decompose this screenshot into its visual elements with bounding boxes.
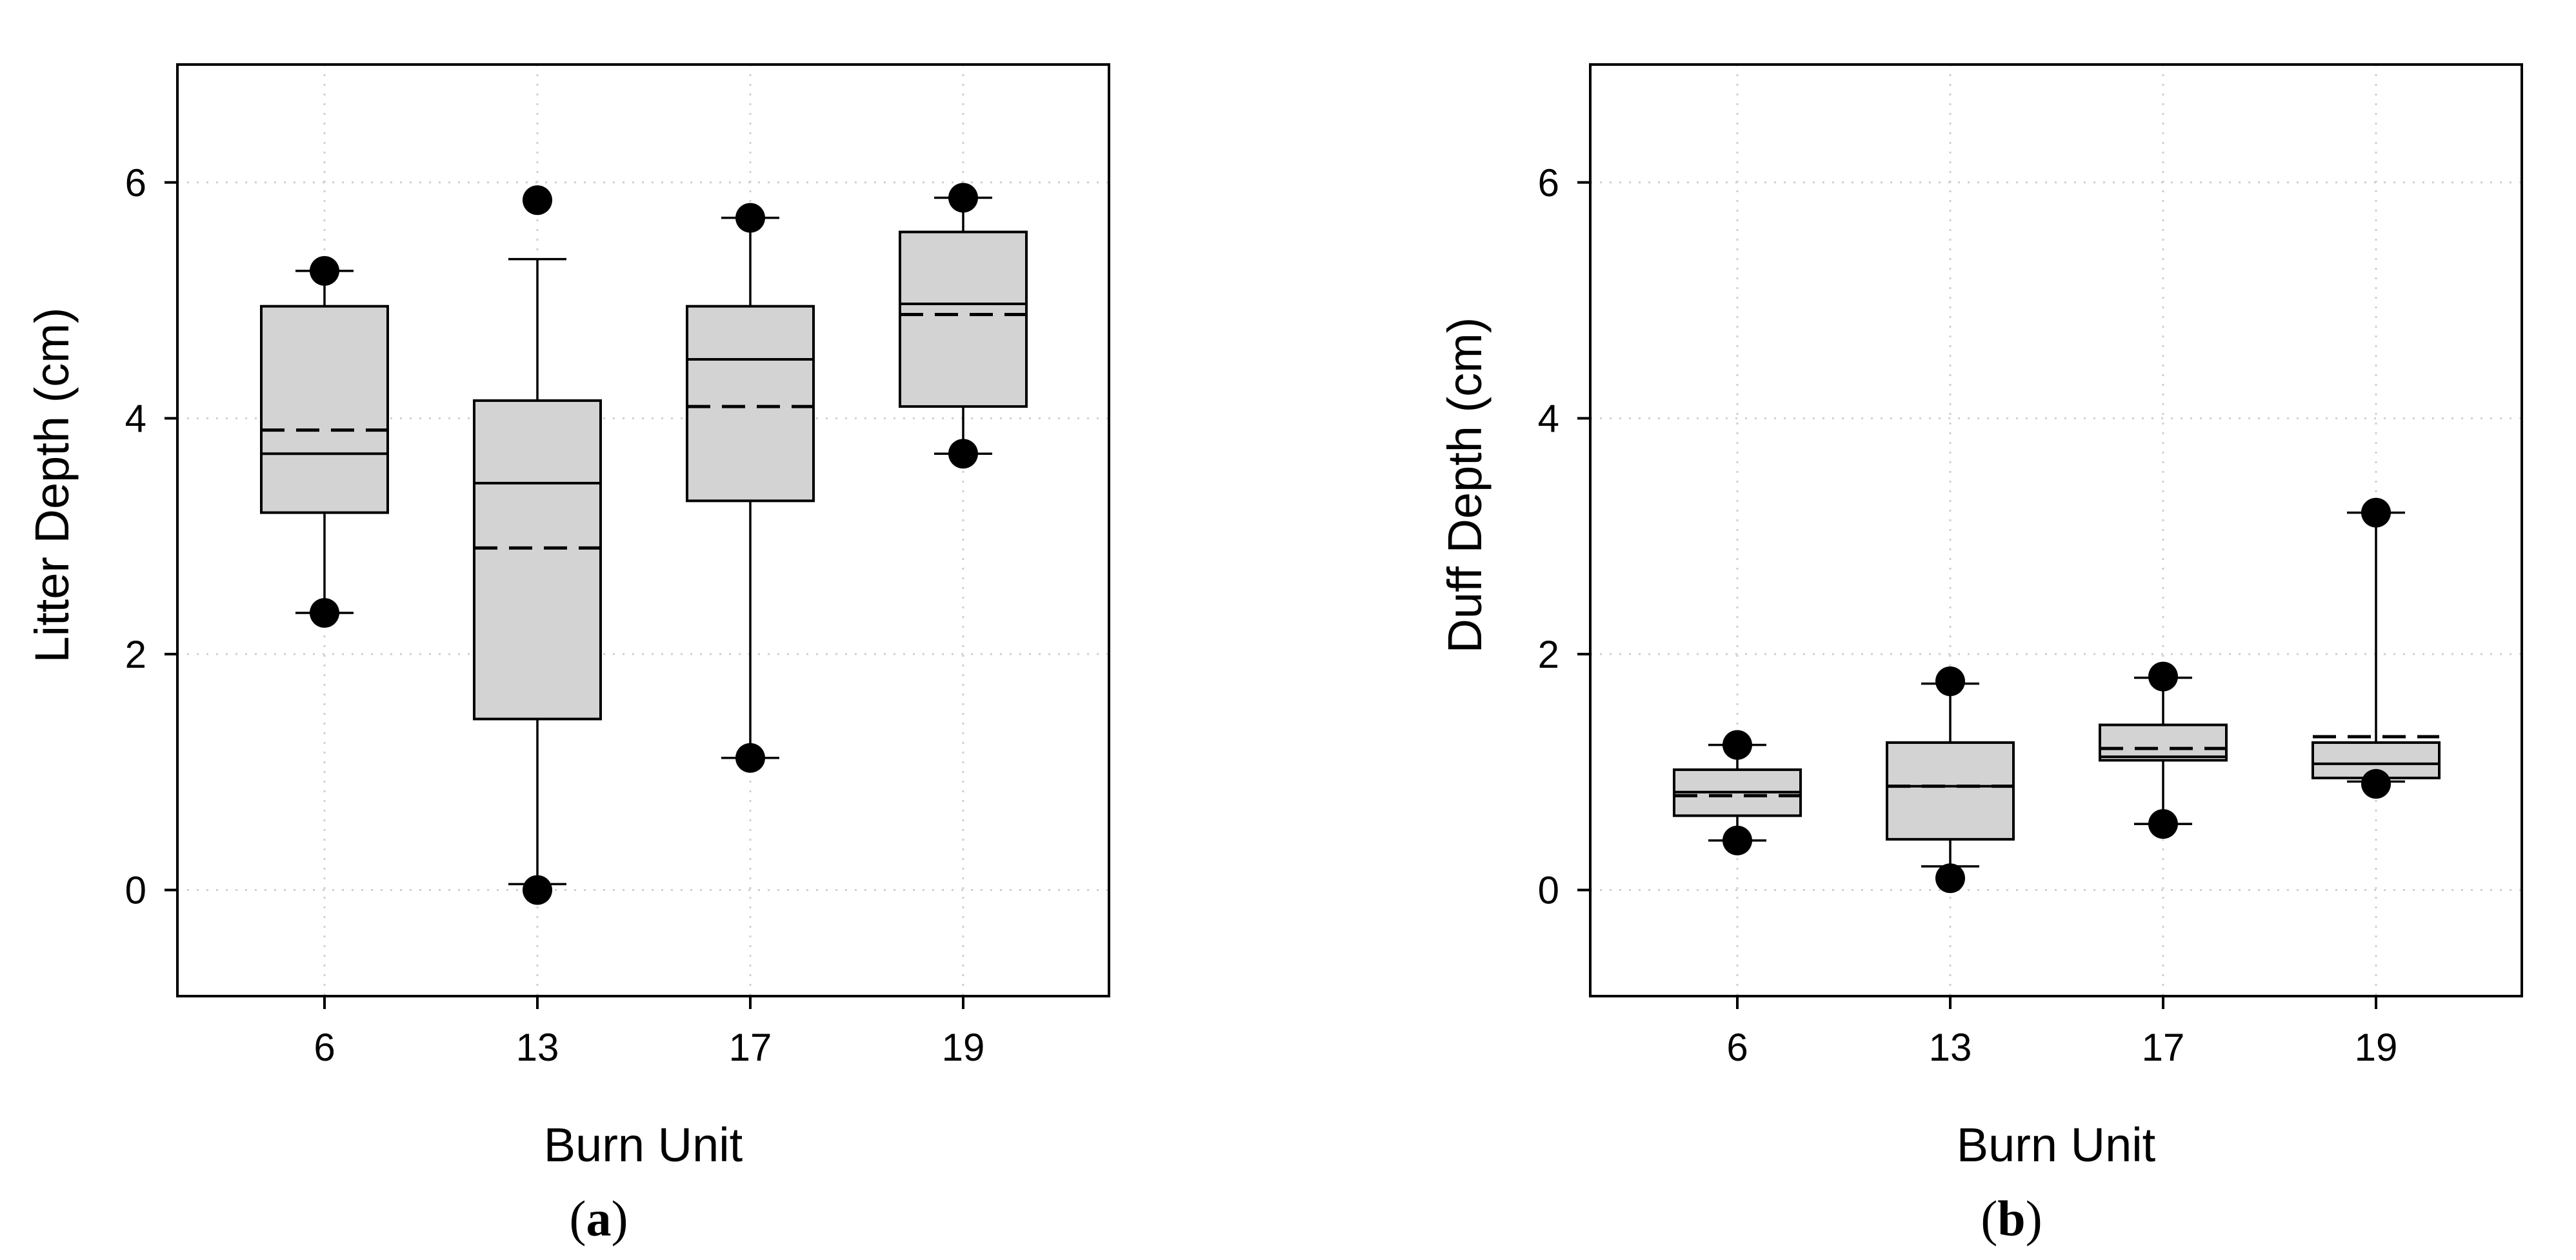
y-tick-label: 0 bbox=[125, 868, 146, 912]
panel-label: (a) bbox=[570, 1190, 628, 1246]
x-tick-label: 6 bbox=[314, 1026, 335, 1069]
outlier-point bbox=[1722, 730, 1752, 760]
box-body bbox=[899, 230, 1028, 408]
x-tick-label: 17 bbox=[2142, 1026, 2185, 1069]
y-tick-label: 6 bbox=[125, 161, 146, 205]
outlier-point bbox=[310, 255, 339, 286]
outlier-point bbox=[1935, 666, 1965, 696]
outlier-point bbox=[948, 183, 978, 213]
y-tick-label: 6 bbox=[1538, 161, 1559, 205]
outlier-point bbox=[310, 597, 339, 628]
box-19 bbox=[2311, 497, 2441, 799]
outlier-point bbox=[1935, 863, 1965, 894]
panel-label: (b) bbox=[1981, 1190, 2042, 1246]
outlier-point bbox=[2361, 768, 2391, 799]
x-tick-label: 13 bbox=[1929, 1026, 1972, 1069]
box-17 bbox=[2099, 661, 2228, 839]
box-body bbox=[260, 305, 389, 514]
panel-b: 0 2 4 6 6 13 17 19 Burn Unit Duff Depth (cm) (b) bbox=[1438, 63, 2523, 1246]
box-13 bbox=[1886, 666, 2015, 894]
panel-a: 0 2 4 6 6 13 17 19 Burn Unit Litter Depth (cm) (a) bbox=[25, 63, 1110, 1246]
x-tick-label: 19 bbox=[2355, 1026, 2398, 1069]
outlier-point bbox=[523, 185, 552, 215]
x-axis-title: Burn Unit bbox=[544, 1118, 743, 1172]
box-13 bbox=[473, 185, 602, 905]
box-19 bbox=[899, 183, 1028, 469]
box-body bbox=[686, 305, 815, 503]
y-tick-label: 4 bbox=[125, 397, 146, 440]
box-body bbox=[1886, 741, 2015, 841]
outlier-point bbox=[523, 875, 552, 905]
outlier-point bbox=[2148, 809, 2178, 839]
y-tick-label: 4 bbox=[1538, 397, 1559, 440]
box-6 bbox=[260, 255, 389, 628]
x-tick-label: 19 bbox=[942, 1026, 985, 1069]
y-axis-title: Duff Depth (cm) bbox=[1438, 317, 1492, 654]
outlier-point bbox=[2148, 661, 2178, 692]
box-6 bbox=[1673, 730, 1802, 855]
box-body bbox=[2099, 723, 2228, 762]
box-17 bbox=[686, 203, 815, 773]
x-tick-label: 17 bbox=[729, 1026, 772, 1069]
y-axis-title: Litter Depth (cm) bbox=[25, 307, 79, 663]
outlier-point bbox=[2361, 497, 2391, 528]
plot-frame bbox=[1589, 63, 2523, 997]
y-tick-label: 2 bbox=[125, 633, 146, 676]
x-axis-title: Burn Unit bbox=[1957, 1118, 2156, 1172]
x-tick-label: 6 bbox=[1726, 1026, 1748, 1069]
y-tick-label: 2 bbox=[1538, 633, 1559, 676]
outlier-point bbox=[735, 203, 765, 233]
outlier-point bbox=[1722, 825, 1752, 855]
plot-frame bbox=[176, 63, 1110, 997]
outlier-point bbox=[948, 439, 978, 469]
x-tick-label: 13 bbox=[516, 1026, 559, 1069]
y-tick-label: 0 bbox=[1538, 868, 1559, 912]
box-body bbox=[473, 399, 602, 721]
outlier-point bbox=[735, 743, 765, 773]
